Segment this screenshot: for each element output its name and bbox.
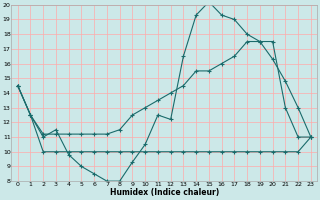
X-axis label: Humidex (Indice chaleur): Humidex (Indice chaleur) — [110, 188, 219, 197]
